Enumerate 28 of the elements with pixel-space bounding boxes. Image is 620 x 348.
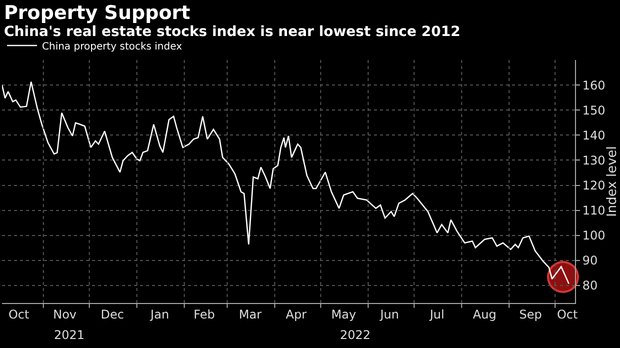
x-tick-label: Feb <box>194 307 215 322</box>
y-tick-label: 120 <box>582 178 606 192</box>
x-tick-label: Nov <box>53 307 77 322</box>
x-tick-label: Oct <box>8 307 30 322</box>
y-tick-label: 150 <box>582 103 606 118</box>
x-tick-label: Jul <box>428 307 444 322</box>
x-tick-label: Sep <box>519 307 542 322</box>
x-tick-label: Jan <box>150 307 170 322</box>
y-tick-label: 90 <box>582 254 598 268</box>
x-tick-label: Apr <box>286 307 307 322</box>
y-axis-title: Index level <box>605 146 620 217</box>
x-tick-label: Oct <box>556 307 578 322</box>
y-tick-label: 160 <box>582 78 606 92</box>
x-tick-label: Dec <box>100 307 124 322</box>
text: 2022 <box>340 328 371 342</box>
chart-subtitle: China's real estate stocks index is near lowest since 2012 <box>4 24 460 40</box>
y-tick-label: 110 <box>582 204 606 218</box>
y-tick-label: 130 <box>582 153 606 168</box>
y-tick-label: 80 <box>582 278 598 293</box>
y-tick-label: 100 <box>582 228 606 243</box>
x-tick-label: Aug <box>472 307 496 322</box>
x-tick-label: Mar <box>238 307 262 322</box>
x-tick-label: May <box>331 307 356 322</box>
text: 2021 <box>54 328 85 342</box>
legend-label: China property stocks index <box>42 41 182 52</box>
chart-title: Property Support <box>4 2 192 24</box>
y-tick-label: 140 <box>582 128 606 142</box>
x-tick-label: Jun <box>379 307 399 322</box>
